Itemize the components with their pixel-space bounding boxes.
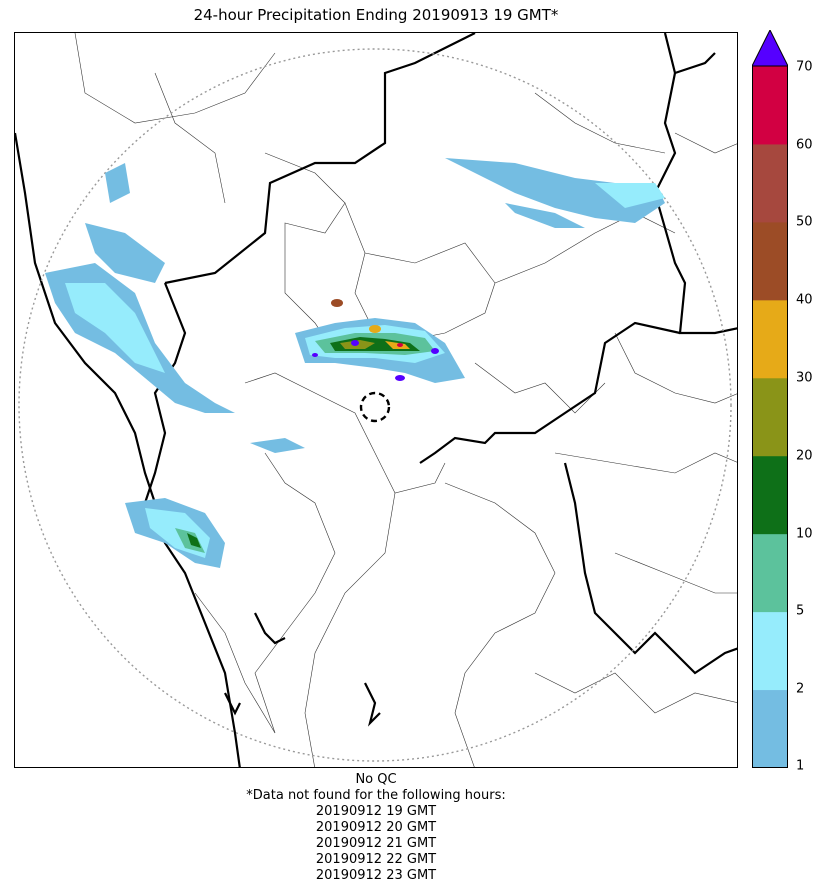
radar-location-marker <box>359 391 391 423</box>
colorbar-segments <box>752 66 788 768</box>
district-boundaries <box>74 33 737 767</box>
colorbar-segment <box>752 611 788 691</box>
colorbar-extend-arrow <box>752 30 788 67</box>
missing-hour: 20190912 21 GMT <box>315 836 437 851</box>
colorbar-outline <box>752 65 788 768</box>
precipitation-map <box>14 32 738 768</box>
state-boundaries <box>15 33 737 767</box>
colorbar-segment <box>752 377 788 457</box>
missing-hour: 20190912 23 GMT <box>315 868 437 883</box>
map-canvas <box>15 33 737 767</box>
precipitation-areas <box>45 158 665 568</box>
colorbar-label: 60 <box>796 137 813 153</box>
map-title: 24-hour Precipitation Ending 20190913 19… <box>193 6 559 24</box>
colorbar-label: 2 <box>796 681 805 697</box>
colorbar-label: 70 <box>796 59 813 75</box>
missing-data-header: *Data not found for the following hours: <box>246 788 506 803</box>
colorbar-segment <box>752 299 788 379</box>
missing-hour: 20190912 22 GMT <box>315 852 437 867</box>
colorbar-segment <box>752 455 788 535</box>
colorbar-label: 20 <box>796 448 813 464</box>
colorbar-label: 40 <box>796 292 813 308</box>
colorbar-segment <box>752 689 788 768</box>
colorbar-labels: 1 2 5 10 20 30 40 50 60 70 <box>796 0 825 894</box>
colorbar-segment <box>752 66 788 145</box>
colorbar-label: 50 <box>796 214 813 230</box>
missing-hour: 20190912 20 GMT <box>315 820 437 835</box>
colorbar-label: 5 <box>796 603 805 619</box>
precipitation-core <box>295 299 465 383</box>
colorbar-label: 1 <box>796 758 805 774</box>
qc-note: No QC <box>355 772 397 787</box>
colorbar-label: 30 <box>796 370 813 386</box>
colorbar-label: 10 <box>796 526 813 542</box>
colorbar-segment <box>752 221 788 301</box>
footer-notes: No QC *Data not found for the following … <box>14 772 738 884</box>
colorbar <box>752 30 788 768</box>
missing-hour: 20190912 19 GMT <box>315 804 437 819</box>
radar-range-ring <box>18 48 732 762</box>
colorbar-segment <box>752 533 788 613</box>
colorbar-segment <box>752 143 788 223</box>
